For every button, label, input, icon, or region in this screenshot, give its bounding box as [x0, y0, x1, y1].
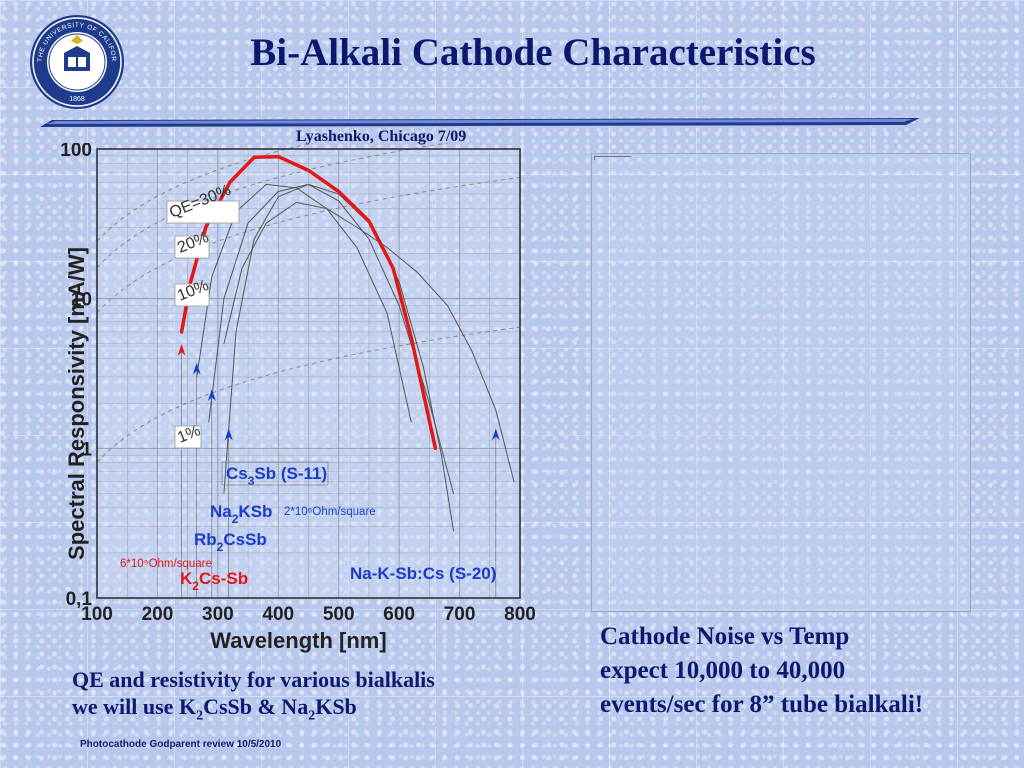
- y-tick-label: 1: [81, 439, 92, 460]
- qe-reference-line-3: [96, 326, 521, 463]
- x-tick-label: 600: [383, 604, 415, 625]
- curve-label-s20: Na-K-Sb:Cs (S-20): [350, 564, 496, 583]
- x-tick-label: 700: [444, 604, 476, 625]
- x-tick-label: 200: [142, 604, 174, 625]
- curve-label-na2ksb: Na2KSb: [210, 502, 272, 526]
- curve-label-base: Rb: [194, 530, 217, 549]
- curve-label-rest: KSb: [238, 502, 272, 521]
- x-tick-label: 800: [504, 604, 536, 625]
- curve-label-rb2cssb: Rb2CsSb: [194, 530, 267, 554]
- annotation-res_k2cssb: 6*10⁹Ohm/square: [120, 558, 212, 570]
- annotation-res_na2ksb: 2*10⁶Ohm/square: [284, 506, 376, 518]
- qe-caption-pre: we will use K: [72, 694, 197, 719]
- series-line-0: [223, 183, 455, 532]
- cutoff-arrow-icon-2: [207, 389, 216, 402]
- cutoff-arrow-icon-3: [224, 428, 233, 441]
- qe-reference-line-2: [96, 176, 521, 313]
- attribution-text: Lyashenko, Chicago 7/09: [296, 128, 467, 145]
- x-axis-label: Wavelength [nm]: [210, 628, 386, 653]
- curve-label-base: Na: [210, 502, 232, 521]
- seal-year: 1868: [69, 96, 85, 103]
- curve-label-cs3sb: Cs3Sb (S-11): [226, 464, 327, 488]
- qe-caption-post: KSb: [315, 694, 357, 719]
- spectral-responsivity-chart: 100 200 300 400 500 600 700 800 0,1 1 10 100 Wavelen…: [50, 143, 540, 663]
- x-tick-label: 400: [262, 604, 294, 625]
- cs3sb-label-box: [221, 461, 329, 486]
- cutoff-arrow-icon-4: [491, 428, 500, 441]
- curve-label-sub: 2: [232, 512, 239, 526]
- curve-label-sub: 2: [217, 540, 224, 554]
- y-tick-label: 0,1: [66, 589, 93, 610]
- series-line-1: [196, 183, 412, 423]
- curve-label-base: K: [180, 569, 193, 588]
- curve-label-sub: 3: [248, 474, 255, 488]
- qe-caption-mid: CsSb & Na: [203, 694, 309, 719]
- curve-label-rest: CsSb: [223, 530, 266, 549]
- qe-caption-sub1: 2: [196, 708, 204, 724]
- curve-label-sub: 2: [192, 579, 199, 593]
- qe-label-box-2: [174, 283, 210, 307]
- curve-label-base: Cs: [226, 464, 248, 483]
- cathode-noise-text: Cathode Noise vs Temp expect 10,000 to 4…: [600, 620, 1020, 722]
- noise-line-1: Cathode Noise vs Temp: [600, 623, 850, 650]
- chart-canvas: 100 200 300 400 500 600 700 800 0,1 1 10 100 Wavelen…: [60, 143, 536, 653]
- curve-label-rest: Sb (S-11): [254, 464, 327, 483]
- cutoff-arrow-icon-1: [192, 362, 201, 375]
- title-underline-bar: [40, 118, 920, 127]
- curve-label-k2cssb: K2Cs-Sb: [180, 569, 248, 593]
- x-tick-label: 100: [81, 604, 113, 625]
- broken-image-icon: [594, 156, 631, 160]
- x-tick-label: 300: [202, 604, 234, 625]
- curve-label-rest: Cs-Sb: [199, 569, 248, 588]
- x-tick-label: 500: [323, 604, 355, 625]
- qe-caption-line-1: QE and resistivity for various bialkalis: [72, 667, 435, 692]
- curve-label-base: Na-K-Sb:Cs (S-20): [350, 564, 496, 583]
- plot-frame: [96, 148, 521, 599]
- y-tick-label: 10: [71, 290, 92, 311]
- noise-line-3: events/sec for 8” tube bialkali!: [600, 691, 924, 718]
- university-seal-logo: THE UNIVERSITY OF CALIFORNIA BERKELEY 18…: [28, 13, 124, 109]
- cathode-noise-figure-placeholder: [591, 153, 971, 612]
- qe-caption-sub2: 2: [308, 708, 316, 724]
- y-axis-label: Spectral Responsivity [mA/W]: [64, 247, 89, 560]
- qe-caption-line-2: we will use K2CsSb & Na2KSb: [72, 693, 592, 729]
- qe-label-box-0: [166, 200, 240, 224]
- qe-caption: QE and resistivity for various bialkalis…: [72, 666, 592, 729]
- series-line-3: [223, 201, 515, 483]
- qe-label-box-3: [174, 425, 202, 449]
- footer-text: Photocathode Godparent review 10/5/2010: [80, 739, 282, 750]
- slide-title: Bi-Alkali Cathode Characteristics: [250, 31, 816, 74]
- y-tick-label: 100: [60, 143, 92, 161]
- cutoff-arrow-icon-0: [177, 344, 186, 357]
- qe-label-box-1: [174, 235, 210, 259]
- noise-line-2: expect 10,000 to 40,000: [600, 657, 846, 684]
